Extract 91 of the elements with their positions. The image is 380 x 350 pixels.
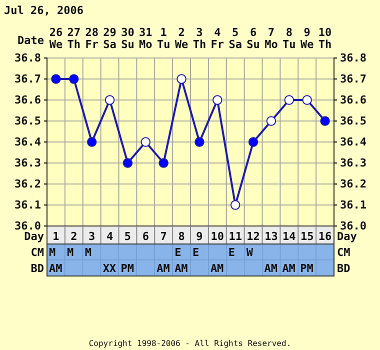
x2-tick-label: 31 Mo [139, 26, 153, 51]
y-tick-label: 36.4 [14, 136, 42, 149]
point [230, 200, 240, 210]
point [194, 137, 204, 147]
x-tick-label: 4 [106, 230, 114, 243]
text: AM [174, 262, 188, 275]
x-tick-label: 14 [282, 230, 296, 243]
point [51, 74, 61, 84]
x2-tick-label: 4 Fr [210, 26, 224, 51]
point [212, 95, 222, 105]
text: Day [337, 230, 357, 243]
point [248, 137, 258, 147]
y2-tick-label: BD [337, 262, 351, 275]
text: E [192, 246, 200, 259]
text: PM [120, 262, 134, 275]
x-tick-label: 7 [160, 230, 167, 243]
point [266, 116, 276, 126]
x-tick-label: 9 [196, 230, 203, 243]
x2-tick-label: 9 We [300, 26, 314, 51]
point [320, 116, 330, 126]
y2-tick-label: 36.2 [340, 178, 366, 191]
y2-tick-label: CM [337, 246, 351, 259]
x-tick-label: 16 [318, 230, 332, 243]
y-tick-label: BD [30, 262, 44, 275]
text: Copyright 1998-2006 - All Rights Reserved. [88, 339, 292, 348]
y2-tick-label: 36.7 [340, 72, 366, 86]
x2-tick-label: 28 Fr [85, 26, 99, 51]
x2-tick-label: 10 Th [318, 26, 332, 51]
x-tick-label: 13 [264, 230, 278, 243]
y-tick-label: 36.7 [14, 72, 41, 86]
x2-tick-label: 27 Th [67, 26, 81, 51]
text: M [84, 246, 92, 259]
text: AM [156, 262, 170, 275]
x-axis-title: Day [24, 230, 44, 243]
y-tick-label: CM [30, 246, 44, 259]
x-tick-label: 1 [52, 230, 60, 243]
x2-tick-label: 3 Th [192, 26, 206, 51]
chart-title: Jul 26, 2006 [4, 4, 84, 17]
x-tick-label: 10 [210, 230, 224, 243]
text: AM [282, 262, 296, 275]
text: M [49, 246, 56, 259]
y2-tick-label: 36.0 [340, 220, 366, 233]
x2-tick-label: 6 Su [246, 26, 260, 51]
x-tick-label: 12 [246, 230, 260, 243]
text: PM [300, 262, 314, 275]
text: W [246, 246, 253, 259]
point [69, 74, 79, 84]
x-tick-label: 6 [142, 230, 150, 243]
y2-tick-label: 36.1 [340, 198, 367, 212]
x2-axis-title: Date [18, 34, 44, 47]
x2-tick-label: 7 Mo [264, 26, 278, 51]
text: AM [264, 262, 278, 275]
y2-tick-label: 36.8 [340, 52, 366, 65]
x2-tick-label: 30 Su [121, 26, 134, 51]
y2-tick-label: 36.4 [340, 136, 367, 149]
x-tick-label: 11 [228, 230, 242, 243]
text: E [228, 246, 235, 259]
y-tick-label: 36.3 [14, 156, 41, 170]
y-tick-label: 36.5 [14, 114, 41, 128]
point [284, 95, 294, 105]
point [122, 158, 133, 168]
x-tick-label: 3 [88, 230, 96, 243]
y-tick-label: 36.1 [14, 198, 42, 212]
text: XX [102, 262, 116, 275]
x2-tick-label: 8 Tu [282, 26, 296, 51]
x2-tick-label: 29 Sa [103, 26, 116, 51]
x-tick-label: 5 [124, 230, 132, 243]
y-tick-label: 36.2 [14, 178, 41, 191]
x2-tick-label: 2 We [174, 26, 189, 51]
text: AM [210, 262, 224, 275]
text: AM [49, 262, 62, 275]
point [104, 95, 115, 105]
y-tick-label: 36.0 [14, 220, 41, 233]
point [302, 95, 312, 105]
text: E [174, 246, 182, 259]
y2-tick-label: 36.3 [340, 156, 366, 170]
y2-tick-label: 36.6 [340, 94, 367, 107]
text: M [66, 246, 74, 259]
x2-tick-label: 26 We [49, 26, 63, 51]
point [176, 74, 186, 84]
x-tick-label: 15 [300, 230, 314, 243]
point [158, 158, 168, 168]
x-tick-label: 8 [178, 230, 185, 243]
point [140, 137, 151, 147]
x2-tick-label: 1 Tu [156, 26, 170, 51]
y-tick-label: 36.6 [14, 94, 42, 107]
y2-tick-label: 36.5 [340, 114, 366, 128]
x2-tick-label: 5 Sa [228, 26, 242, 51]
x-tick-label: 2 [70, 230, 78, 243]
point [86, 137, 97, 147]
y-tick-label: 36.8 [14, 52, 41, 65]
